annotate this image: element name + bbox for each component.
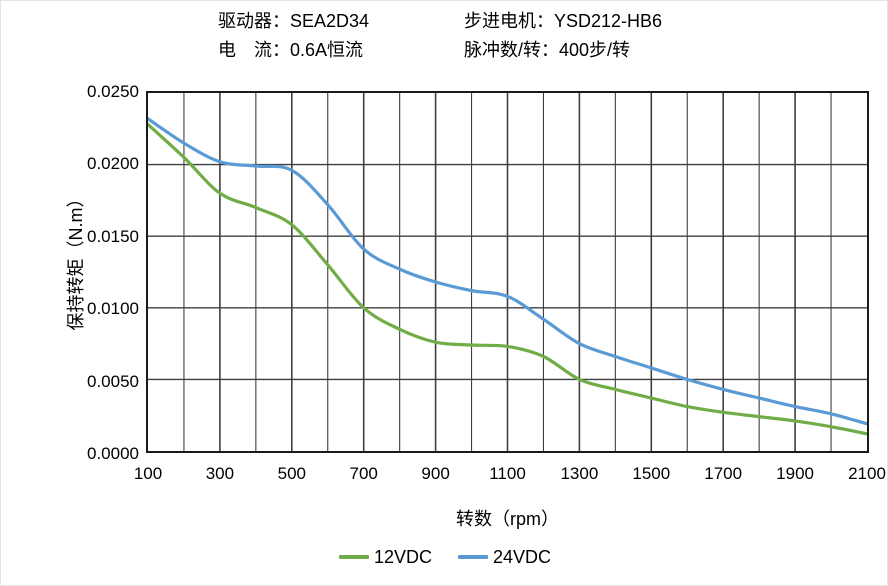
gridlines-horizontal xyxy=(148,163,867,381)
x-axis-title: 转数（rpm） xyxy=(456,509,559,529)
header-row-1: 驱动器：SEA2D34 步进电机：YSD212-HB6 xyxy=(1,7,887,36)
x-axis-tick-label: 1900 xyxy=(776,464,814,483)
legend-swatch-icon xyxy=(338,555,369,559)
series-lines xyxy=(148,117,867,436)
legend-swatch-icon xyxy=(458,555,488,559)
plot-area xyxy=(146,91,869,453)
current-label: 电 流：0.6A恒流 xyxy=(218,40,364,60)
legend-label: 12VDC xyxy=(373,547,432,567)
series-line-24vdc xyxy=(148,117,867,426)
y-axis-tick-label: 0.0100 xyxy=(87,299,139,319)
gridlines-vertical xyxy=(183,93,832,451)
x-axis-tick-label: 700 xyxy=(349,464,378,483)
legend-item-12vdc[interactable]: 12VDC xyxy=(338,547,432,567)
pulses-per-rev-label: 脉冲数/转：400步/转 xyxy=(464,40,631,60)
y-axis-tick-label: 0.0000 xyxy=(87,444,139,463)
stepper-motor-label: 步进电机：YSD212-HB6 xyxy=(464,11,663,31)
driver-model-label: 驱动器：SEA2D34 xyxy=(218,11,370,31)
x-axis-tick-label: 500 xyxy=(277,464,306,483)
chart-legend: 12VDC 24VDC xyxy=(1,547,887,567)
series-line-12vdc xyxy=(148,122,867,436)
x-axis-tick-label: 1700 xyxy=(704,464,743,483)
x-axis-tick-label: 2100 xyxy=(848,464,886,483)
y-axis-tick-label: 0.0200 xyxy=(87,154,139,174)
y-axis: 保持转矩（N.m） 0.0000 0.0050 0.0100 0.0150 0.0200… xyxy=(47,79,139,465)
x-axis: 100 300 500 700 900 1100 1300 1500 1700 1900 2100 xyxy=(134,464,886,488)
chart-header-annotations: 驱动器：SEA2D34 步进电机：YSD212-HB6 电 流：0.6A恒流 脉… xyxy=(1,7,887,69)
x-axis-tick-label: 100 xyxy=(133,464,163,483)
plot-svg xyxy=(148,93,867,451)
legend-item-24vdc[interactable]: 24VDC xyxy=(458,547,551,567)
x-axis-tick-label: 1300 xyxy=(560,464,599,483)
header-row-2: 电 流：0.6A恒流 脉冲数/转：400步/转 xyxy=(1,36,887,65)
y-axis-tick-label: 0.0250 xyxy=(87,82,139,101)
y-axis-tick-label: 0.0050 xyxy=(87,371,139,391)
x-axis-tick-label: 300 xyxy=(205,464,235,483)
y-axis-tick-label: 0.0150 xyxy=(87,226,139,246)
x-axis-tick-label: 1100 xyxy=(489,464,526,483)
x-axis-tick-label: 900 xyxy=(421,464,450,483)
x-axis-tick-label: 1500 xyxy=(632,464,671,483)
legend-label: 24VDC xyxy=(493,547,552,567)
